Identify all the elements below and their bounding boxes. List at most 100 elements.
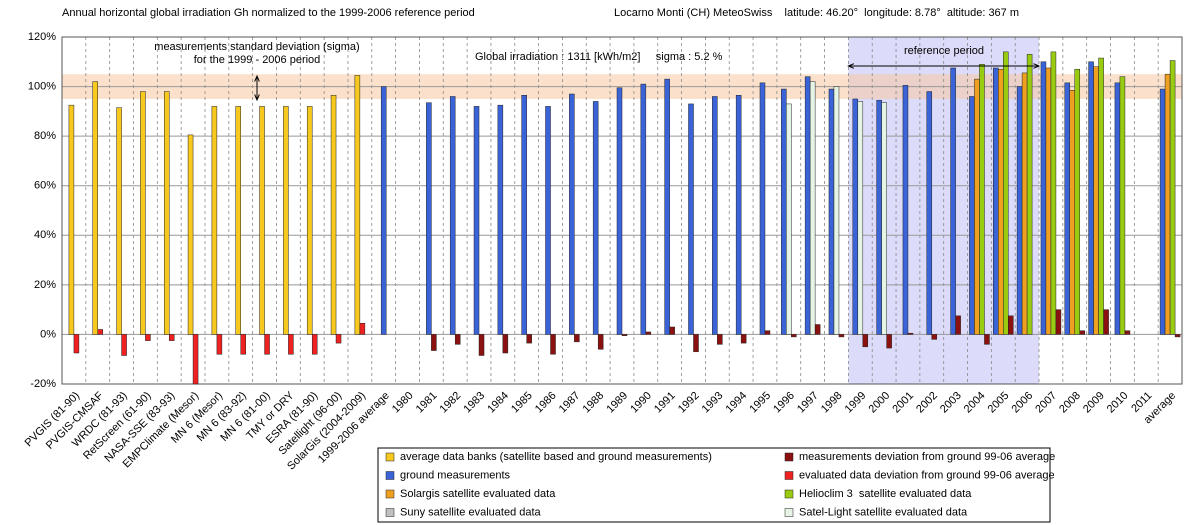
bar xyxy=(121,334,127,356)
bar xyxy=(259,106,265,335)
bar xyxy=(1174,334,1181,338)
bar xyxy=(688,103,694,335)
bar xyxy=(1016,86,1023,335)
bar xyxy=(431,334,437,351)
bar xyxy=(759,82,766,335)
legend-label: Satel-Light satellite evaluated data xyxy=(799,506,968,518)
plot-frame xyxy=(61,36,1183,385)
x-tick-label: 1998 xyxy=(819,390,845,416)
bar xyxy=(712,96,718,335)
bar xyxy=(621,334,628,336)
legend-label: Solargis satellite evaluated data xyxy=(400,488,556,500)
bar xyxy=(1064,82,1071,335)
bar xyxy=(311,334,318,355)
bar xyxy=(786,103,792,335)
legend-box xyxy=(377,447,1051,523)
bar xyxy=(359,323,366,335)
bar xyxy=(1055,309,1062,335)
bar xyxy=(998,68,1004,335)
bar xyxy=(984,334,990,345)
x-tick-label: 2005 xyxy=(986,390,1012,416)
bar xyxy=(1088,61,1094,335)
bar xyxy=(288,334,294,355)
bar xyxy=(1098,57,1104,335)
x-tick-label: 1986 xyxy=(533,390,559,416)
legend-swatch xyxy=(784,508,794,517)
bar xyxy=(92,81,98,335)
bar xyxy=(592,101,599,335)
bar xyxy=(1003,51,1009,335)
legend-swatch xyxy=(784,471,794,480)
x-tick-label: 1993 xyxy=(700,390,726,416)
y-tick-label: 0% xyxy=(40,328,56,340)
annotation: reference period xyxy=(904,45,984,57)
x-tick-label: 1991 xyxy=(652,390,678,416)
annotation: measurements standard deviation (sigma) xyxy=(154,41,359,53)
bar xyxy=(886,334,892,349)
bar xyxy=(569,93,575,335)
bar xyxy=(550,334,556,355)
bar xyxy=(163,91,170,335)
bar xyxy=(764,330,771,335)
bar xyxy=(717,334,723,345)
legend-label: Suny satellite evaluated data xyxy=(400,506,542,518)
bar xyxy=(876,99,882,335)
legend-label: evaluated data deviation from ground 99-… xyxy=(799,469,1055,481)
bar xyxy=(814,324,821,335)
bar xyxy=(857,101,864,335)
legend-swatch xyxy=(784,452,794,462)
bar xyxy=(1026,54,1033,335)
bar xyxy=(521,94,527,335)
legend-label: Helioclim 3 satellite evaluated data xyxy=(799,488,972,500)
bar xyxy=(907,332,914,335)
bar xyxy=(862,334,869,348)
x-tick-label: 2000 xyxy=(867,390,893,416)
bar xyxy=(1124,330,1131,335)
legend-swatch xyxy=(385,471,395,480)
bar xyxy=(833,86,840,335)
bar xyxy=(804,76,811,335)
bar xyxy=(597,334,604,350)
bar xyxy=(669,326,675,335)
y-tick-label: 60% xyxy=(34,180,56,192)
x-tick-label: 1989 xyxy=(604,390,630,416)
bar xyxy=(306,106,313,335)
bar xyxy=(211,106,218,335)
x-tick-label: 1981 xyxy=(414,390,440,416)
arrow-head xyxy=(847,63,855,69)
bar xyxy=(881,102,887,335)
bar xyxy=(645,331,652,335)
bar xyxy=(574,334,580,343)
bar xyxy=(735,94,742,335)
bar xyxy=(1114,82,1121,335)
bar xyxy=(454,334,461,345)
bar xyxy=(235,106,241,335)
bar xyxy=(545,106,551,335)
bar xyxy=(354,75,361,335)
bar xyxy=(1103,309,1109,335)
bar xyxy=(931,334,938,340)
bar xyxy=(68,104,75,335)
bar xyxy=(1050,51,1057,335)
bar xyxy=(1008,315,1014,335)
bar xyxy=(73,334,80,354)
y-tick-label: 100% xyxy=(28,80,56,92)
bar xyxy=(240,334,246,355)
bar xyxy=(1164,73,1171,335)
bar xyxy=(187,134,194,335)
bar xyxy=(781,88,787,335)
x-tick-label: 2004 xyxy=(962,390,988,416)
bar xyxy=(97,329,103,335)
arrow-head xyxy=(1033,63,1041,69)
bar xyxy=(1074,68,1081,335)
bar xyxy=(1159,88,1166,335)
bar xyxy=(1119,76,1126,335)
bar xyxy=(838,334,845,338)
legend-swatch xyxy=(784,489,794,499)
legend-swatch xyxy=(385,489,395,499)
bar xyxy=(192,334,199,385)
bar xyxy=(216,334,223,355)
x-tick-label: 1997 xyxy=(795,390,821,416)
legend-label: average data banks (satellite based and … xyxy=(400,451,712,463)
